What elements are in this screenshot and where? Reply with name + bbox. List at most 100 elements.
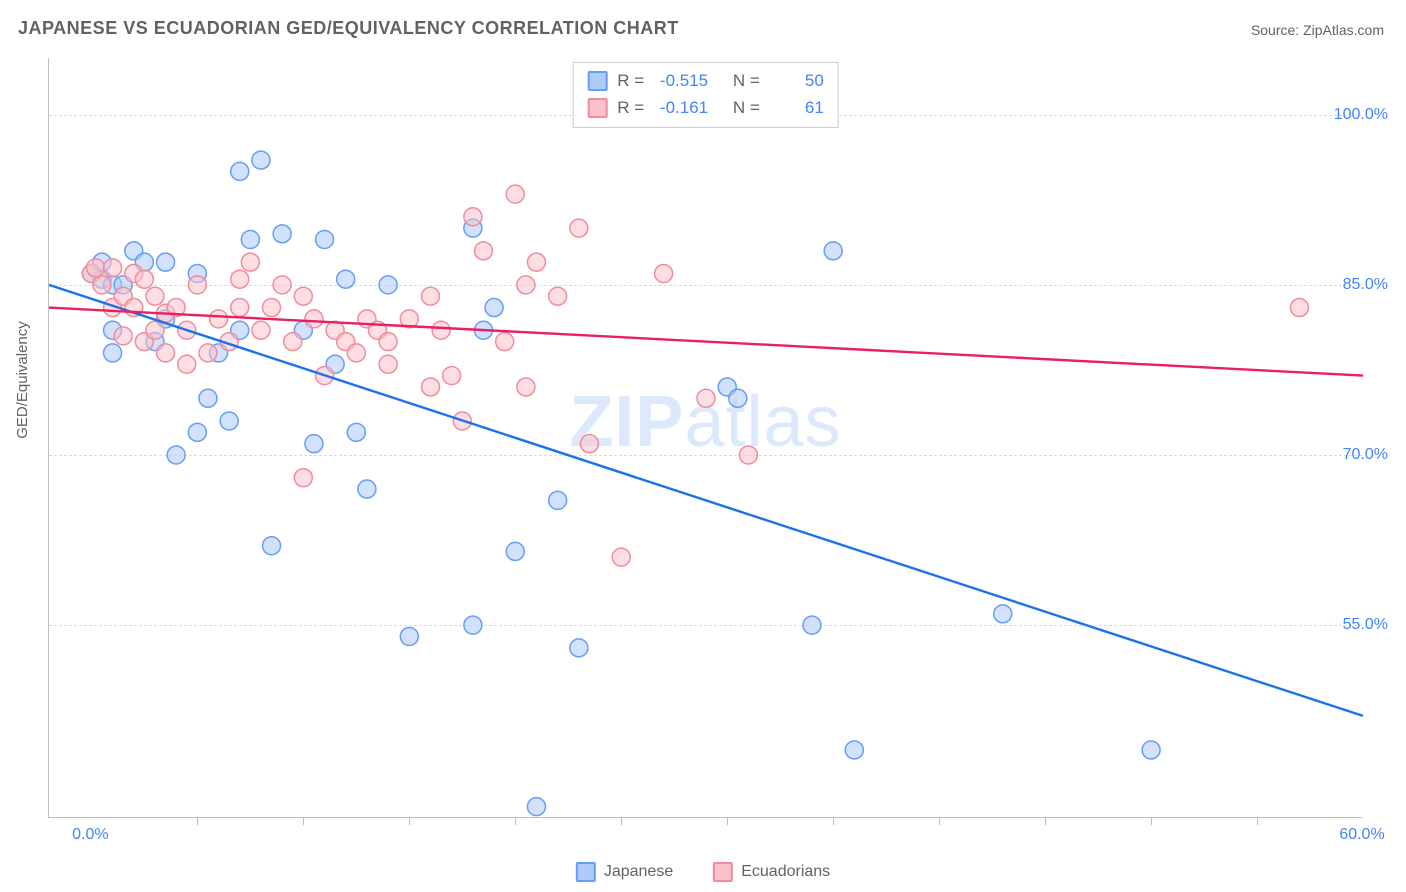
ytick-label: 55.0% (1343, 616, 1388, 634)
legend-label-ecuadorians: Ecuadorians (741, 863, 830, 881)
data-point-japanese (994, 605, 1012, 623)
legend-swatch-japanese (576, 862, 596, 882)
data-point-japanese (188, 423, 206, 441)
legend-item-ecuadorians: Ecuadorians (713, 862, 830, 882)
data-point-ecuadorians (517, 276, 535, 294)
stat-r-label: R = (617, 67, 644, 94)
data-point-japanese (845, 741, 863, 759)
data-point-ecuadorians (146, 321, 164, 339)
stats-legend: R = -0.515 N = 50 R = -0.161 N = 61 (572, 62, 839, 128)
data-point-japanese (379, 276, 397, 294)
data-point-ecuadorians (655, 265, 673, 283)
xtick-minor (197, 817, 198, 825)
data-point-japanese (400, 628, 418, 646)
data-point-ecuadorians (178, 355, 196, 373)
data-point-ecuadorians (252, 321, 270, 339)
data-point-japanese (104, 344, 122, 362)
data-point-ecuadorians (135, 270, 153, 288)
xtick-minor (1257, 817, 1258, 825)
data-point-ecuadorians (496, 333, 514, 351)
xtick-label: 0.0% (72, 826, 108, 844)
stat-r-value-japanese: -0.515 (654, 67, 708, 94)
stats-row-japanese: R = -0.515 N = 50 (587, 67, 824, 94)
data-point-ecuadorians (421, 287, 439, 305)
xtick-minor (515, 817, 516, 825)
xtick-minor (833, 817, 834, 825)
data-point-japanese (824, 242, 842, 260)
data-point-japanese (199, 389, 217, 407)
data-point-ecuadorians (231, 299, 249, 317)
data-point-japanese (485, 299, 503, 317)
data-point-ecuadorians (697, 389, 715, 407)
xtick-minor (303, 817, 304, 825)
data-point-japanese (464, 616, 482, 634)
stat-r-value-ecuadorians: -0.161 (654, 94, 708, 121)
data-point-ecuadorians (549, 287, 567, 305)
data-point-ecuadorians (347, 344, 365, 362)
data-point-japanese (549, 491, 567, 509)
data-point-japanese (570, 639, 588, 657)
data-point-japanese (273, 225, 291, 243)
data-point-ecuadorians (432, 321, 450, 339)
data-point-ecuadorians (739, 446, 757, 464)
stat-n-value-japanese: 50 (770, 67, 824, 94)
data-point-japanese (527, 798, 545, 816)
data-point-japanese (220, 412, 238, 430)
xtick-minor (727, 817, 728, 825)
data-point-ecuadorians (379, 355, 397, 373)
data-point-ecuadorians (93, 276, 111, 294)
data-point-ecuadorians (210, 310, 228, 328)
data-point-ecuadorians (146, 287, 164, 305)
data-point-ecuadorians (464, 208, 482, 226)
xtick-minor (621, 817, 622, 825)
data-point-ecuadorians (580, 435, 598, 453)
legend-label-japanese: Japanese (604, 863, 673, 881)
y-axis-label: GED/Equivalency (14, 321, 31, 439)
stats-row-ecuadorians: R = -0.161 N = 61 (587, 94, 824, 121)
data-point-ecuadorians (294, 469, 312, 487)
data-point-ecuadorians (474, 242, 492, 260)
data-point-ecuadorians (517, 378, 535, 396)
ytick-label: 85.0% (1343, 276, 1388, 294)
data-point-japanese (337, 270, 355, 288)
legend-swatch-ecuadorians (713, 862, 733, 882)
stat-n-label: N = (733, 94, 760, 121)
data-point-japanese (316, 230, 334, 248)
data-point-ecuadorians (263, 299, 281, 317)
data-point-japanese (241, 230, 259, 248)
swatch-japanese (587, 71, 607, 91)
data-point-ecuadorians (527, 253, 545, 271)
data-point-japanese (506, 542, 524, 560)
data-point-ecuadorians (305, 310, 323, 328)
data-point-japanese (263, 537, 281, 555)
data-point-ecuadorians (231, 270, 249, 288)
data-point-japanese (729, 389, 747, 407)
data-point-ecuadorians (241, 253, 259, 271)
data-point-japanese (803, 616, 821, 634)
xtick-minor (1151, 817, 1152, 825)
data-point-ecuadorians (506, 185, 524, 203)
data-point-ecuadorians (570, 219, 588, 237)
xtick-minor (409, 817, 410, 825)
plot-area: ZIPatlas R = -0.515 N = 50 R = -0.161 N … (48, 58, 1362, 818)
data-point-ecuadorians (188, 276, 206, 294)
data-point-ecuadorians (199, 344, 217, 362)
data-point-japanese (358, 480, 376, 498)
xtick-minor (939, 817, 940, 825)
data-point-ecuadorians (612, 548, 630, 566)
swatch-ecuadorians (587, 98, 607, 118)
bottom-legend: Japanese Ecuadorians (576, 862, 830, 882)
data-point-japanese (167, 446, 185, 464)
stat-n-value-ecuadorians: 61 (770, 94, 824, 121)
data-point-ecuadorians (1290, 299, 1308, 317)
ytick-label: 100.0% (1334, 106, 1388, 124)
data-point-ecuadorians (87, 259, 105, 277)
data-point-ecuadorians (443, 367, 461, 385)
source-label: Source: ZipAtlas.com (1251, 22, 1384, 38)
data-point-ecuadorians (114, 327, 132, 345)
data-point-japanese (157, 253, 175, 271)
stat-r-label: R = (617, 94, 644, 121)
data-point-ecuadorians (379, 333, 397, 351)
data-point-ecuadorians (104, 259, 122, 277)
data-point-ecuadorians (273, 276, 291, 294)
